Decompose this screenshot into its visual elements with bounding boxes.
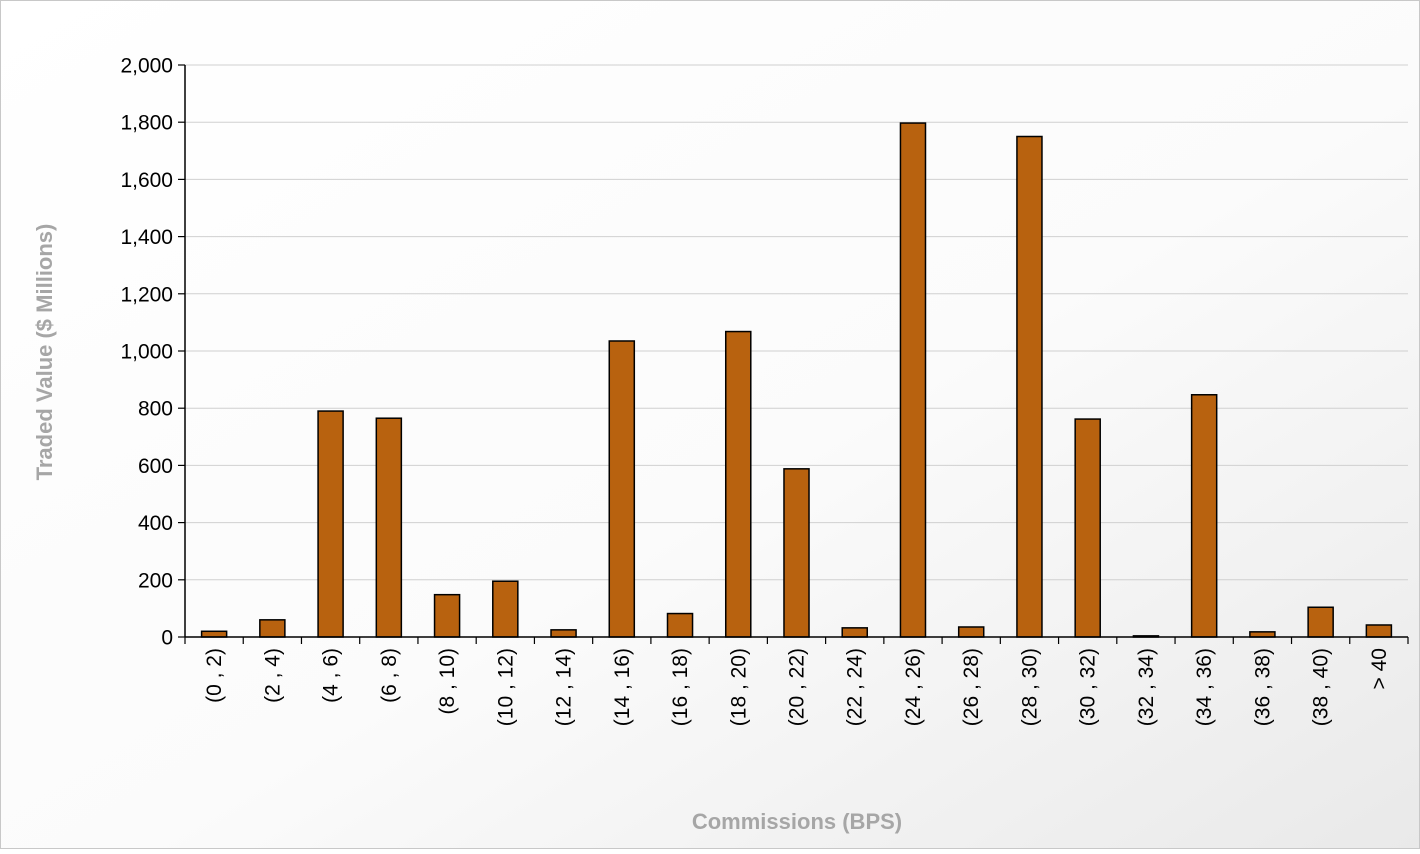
x-tick-label: (34 , 36) xyxy=(1193,648,1216,726)
x-tick-label: (28 , 30) xyxy=(1018,648,1041,726)
x-tick-label: (26 , 28) xyxy=(960,648,983,726)
bar xyxy=(375,417,403,638)
bar xyxy=(608,340,636,638)
bar xyxy=(550,629,577,638)
x-tick-label: (8 , 10) xyxy=(436,648,459,715)
y-tick-label: 1,200 xyxy=(120,283,173,306)
x-tick-label: (14 , 16) xyxy=(611,648,634,726)
y-tick-label: 1,800 xyxy=(120,112,173,135)
x-tick-label: > 40 xyxy=(1368,648,1391,689)
x-tick-label: (24 , 26) xyxy=(902,648,925,726)
bar xyxy=(1249,631,1276,638)
y-axis-label: Traded Value ($ Millions) xyxy=(32,224,57,481)
bar xyxy=(317,410,344,638)
x-tick-label: (22 , 24) xyxy=(844,648,867,726)
x-tick-label: (0 , 2) xyxy=(203,648,226,703)
x-tick-label: (4 , 6) xyxy=(320,648,343,703)
y-tick-label: 1,600 xyxy=(120,169,173,192)
bar xyxy=(957,626,985,638)
y-tick-label: 1,000 xyxy=(120,341,173,364)
x-tick-label: (18 , 20) xyxy=(727,648,750,726)
bars xyxy=(200,122,1393,638)
x-tick-label: (38 , 40) xyxy=(1310,648,1333,726)
x-tick-label: (10 , 12) xyxy=(494,648,517,726)
y-tick-label: 800 xyxy=(138,398,173,421)
bar xyxy=(200,630,228,638)
y-tick-label: 2,000 xyxy=(120,55,173,78)
y-tick-label: 200 xyxy=(138,569,173,592)
bar xyxy=(1365,624,1393,638)
bar xyxy=(1016,135,1043,638)
y-tick-label: 400 xyxy=(138,512,173,535)
y-tick-labels: 0 200 400 600 800 1,000 1,200 1,400 1,600 1,800 2,… xyxy=(120,55,185,650)
y-tick-label: 600 xyxy=(138,455,173,478)
y-tick-label: 1,400 xyxy=(120,226,173,249)
x-tick-label: (2 , 4) xyxy=(261,648,284,703)
bar xyxy=(724,330,752,638)
bar xyxy=(1074,418,1101,638)
x-axis-label: Commissions (BPS) xyxy=(692,809,902,834)
bar xyxy=(259,619,286,638)
x-tick-label: (16 , 18) xyxy=(669,648,692,726)
y-tick-label: 0 xyxy=(161,627,173,650)
bar xyxy=(899,122,927,638)
bar xyxy=(1307,606,1334,638)
x-tick-label: (6 , 8) xyxy=(378,648,401,703)
bar xyxy=(666,612,694,638)
x-tick-label: (12 , 14) xyxy=(553,648,576,726)
bar xyxy=(492,580,519,638)
x-tick-label: (32 , 34) xyxy=(1135,648,1158,726)
x-tick-label: (36 , 38) xyxy=(1251,648,1274,726)
x-tick-label: (30 , 32) xyxy=(1077,648,1100,726)
bar xyxy=(433,593,461,638)
bar xyxy=(841,627,869,638)
bar xyxy=(783,468,810,638)
x-tick-labels: (0 , 2) (2 , 4) (4 , 6) (6 , 8) (8 , 10) (10 … xyxy=(184,637,1409,726)
x-tick-label: (20 , 22) xyxy=(786,648,809,726)
bar xyxy=(1190,394,1218,638)
